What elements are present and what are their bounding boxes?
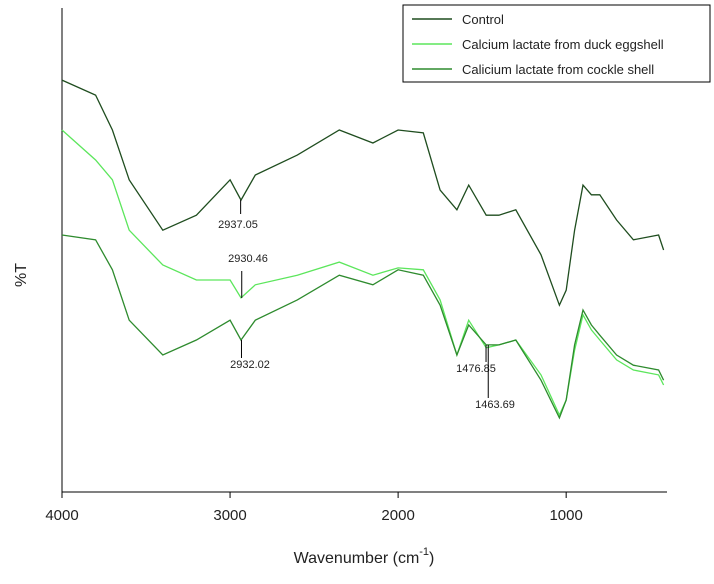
x-tick-label: 4000 xyxy=(45,507,78,524)
annotation: 1476.85 xyxy=(456,363,496,375)
series-line xyxy=(61,234,665,420)
x-axis-label-end: ) xyxy=(429,550,434,567)
x-axis-label-main: Wavenumber (cm xyxy=(294,550,420,567)
series-line xyxy=(61,129,665,417)
annotation: 2930.46 xyxy=(228,253,268,265)
legend-label: Calicium lactate from cockle shell xyxy=(462,62,654,77)
x-tick-label: 2000 xyxy=(381,507,414,524)
x-tick-label: 1000 xyxy=(549,507,582,524)
x-tick-label: 3000 xyxy=(213,507,246,524)
x-axis-label: Wavenumber (cm-1) xyxy=(294,546,435,567)
x-axis-label-sup: -1 xyxy=(419,546,429,558)
annotation: 1463.69 xyxy=(475,399,515,411)
legend-label: Calcium lactate from duck eggshell xyxy=(462,37,664,52)
annotation: 2932.02 xyxy=(230,359,270,371)
legend-label: Control xyxy=(462,12,504,27)
y-axis-label: %T xyxy=(13,263,30,287)
annotation: 2937.05 xyxy=(218,219,258,231)
series-line xyxy=(61,79,665,307)
legend xyxy=(402,4,711,83)
